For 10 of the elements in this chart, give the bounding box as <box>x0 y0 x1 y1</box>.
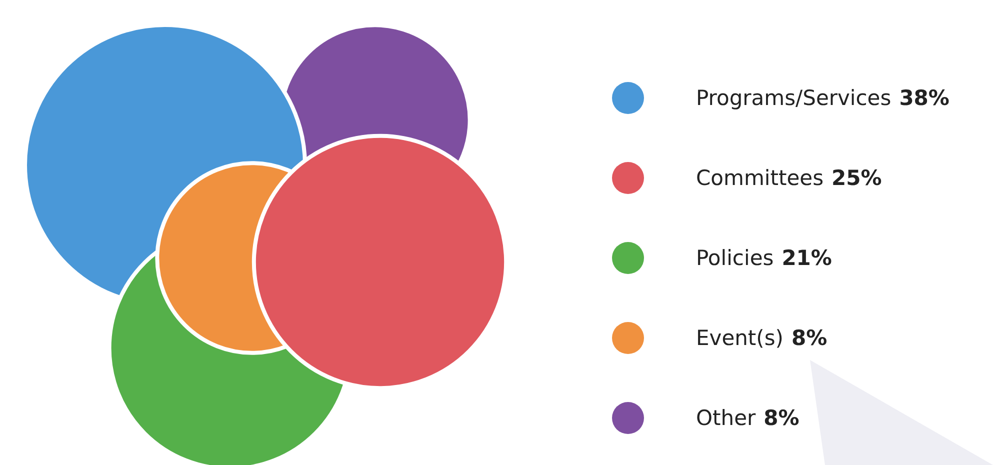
category-label: Committees <box>696 166 824 190</box>
category-label: Programs/Services <box>696 86 892 110</box>
data-label: 8% <box>792 326 828 350</box>
data-label: 38% <box>899 86 950 110</box>
data-label: 8% <box>764 406 800 430</box>
category-label: Event(s) <box>696 326 784 350</box>
data-label: 25% <box>832 166 882 190</box>
category-label: Policies <box>696 246 774 270</box>
category-label: Other <box>696 406 756 430</box>
data-label: 21% <box>782 246 832 270</box>
